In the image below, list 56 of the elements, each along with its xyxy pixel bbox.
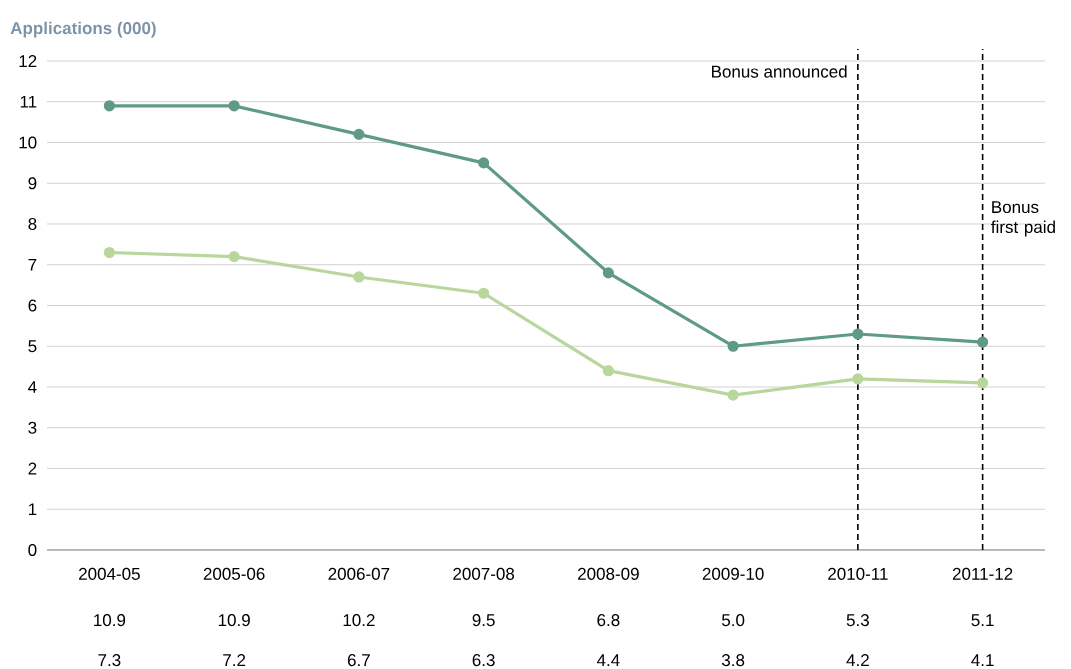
y-tick-label: 6 <box>28 299 37 312</box>
x-tick-label: 2010-11 <box>828 567 888 580</box>
y-tick-label: 12 <box>19 55 37 67</box>
ref-line-label: Bonus first paid <box>991 201 1055 237</box>
data-label: 10.9 <box>94 614 126 627</box>
data-label: 5.0 <box>721 614 745 627</box>
data-label: 6.7 <box>347 654 370 667</box>
data-label: 5.3 <box>846 614 869 627</box>
x-tick-label: 2004-05 <box>79 567 140 580</box>
data-label: 4.1 <box>971 654 994 666</box>
x-tick-label: 2006-07 <box>328 567 390 580</box>
y-tick-label: 8 <box>28 217 37 231</box>
point <box>353 271 365 283</box>
data-label: 9.5 <box>472 614 495 627</box>
ref-line-label: Bonus announced <box>712 65 847 78</box>
point <box>852 328 864 340</box>
data-label: 7.3 <box>98 654 121 667</box>
point <box>478 157 490 169</box>
data-label: 4.4 <box>596 654 620 666</box>
point <box>228 250 240 263</box>
x-tick-label: 2007-08 <box>453 567 515 580</box>
point <box>727 389 739 401</box>
y-tick-label: 10 <box>19 136 37 149</box>
y-tick-label: 5 <box>28 340 37 353</box>
data-label: 3.8 <box>721 654 745 667</box>
x-tick-label: 2008-09 <box>578 567 639 580</box>
y-tick-label: 3 <box>28 421 37 434</box>
data-label: 6.8 <box>597 614 620 627</box>
y-tick-label: 11 <box>20 95 37 108</box>
y-tick-label: 9 <box>28 177 37 190</box>
x-tick-label: 2009-10 <box>702 567 764 580</box>
y-tick-label: 2 <box>28 462 37 475</box>
point <box>478 287 490 299</box>
y-axis-title: Applications (000) <box>10 21 156 38</box>
point <box>977 336 989 348</box>
point <box>353 128 365 140</box>
data-label: 7.2 <box>223 654 246 666</box>
data-label: 10.2 <box>343 614 375 627</box>
point <box>103 246 115 259</box>
point <box>103 100 115 112</box>
data-label: 5.1 <box>971 614 994 627</box>
point <box>727 340 739 352</box>
data-label: 6.3 <box>472 654 495 667</box>
point <box>852 373 864 385</box>
data-label: 4.2 <box>846 654 869 666</box>
x-tick-label: 2005-06 <box>203 567 265 580</box>
point <box>977 377 989 389</box>
point <box>602 267 614 279</box>
y-tick-label: 0 <box>28 543 37 557</box>
y-tick-label: 7 <box>28 258 37 271</box>
point <box>602 365 614 377</box>
point <box>228 100 240 112</box>
y-tick-label: 4 <box>28 381 37 393</box>
x-tick-label: 2011-12 <box>952 567 1013 580</box>
data-label: 10.9 <box>218 614 250 627</box>
y-tick-label: 1 <box>28 503 37 516</box>
